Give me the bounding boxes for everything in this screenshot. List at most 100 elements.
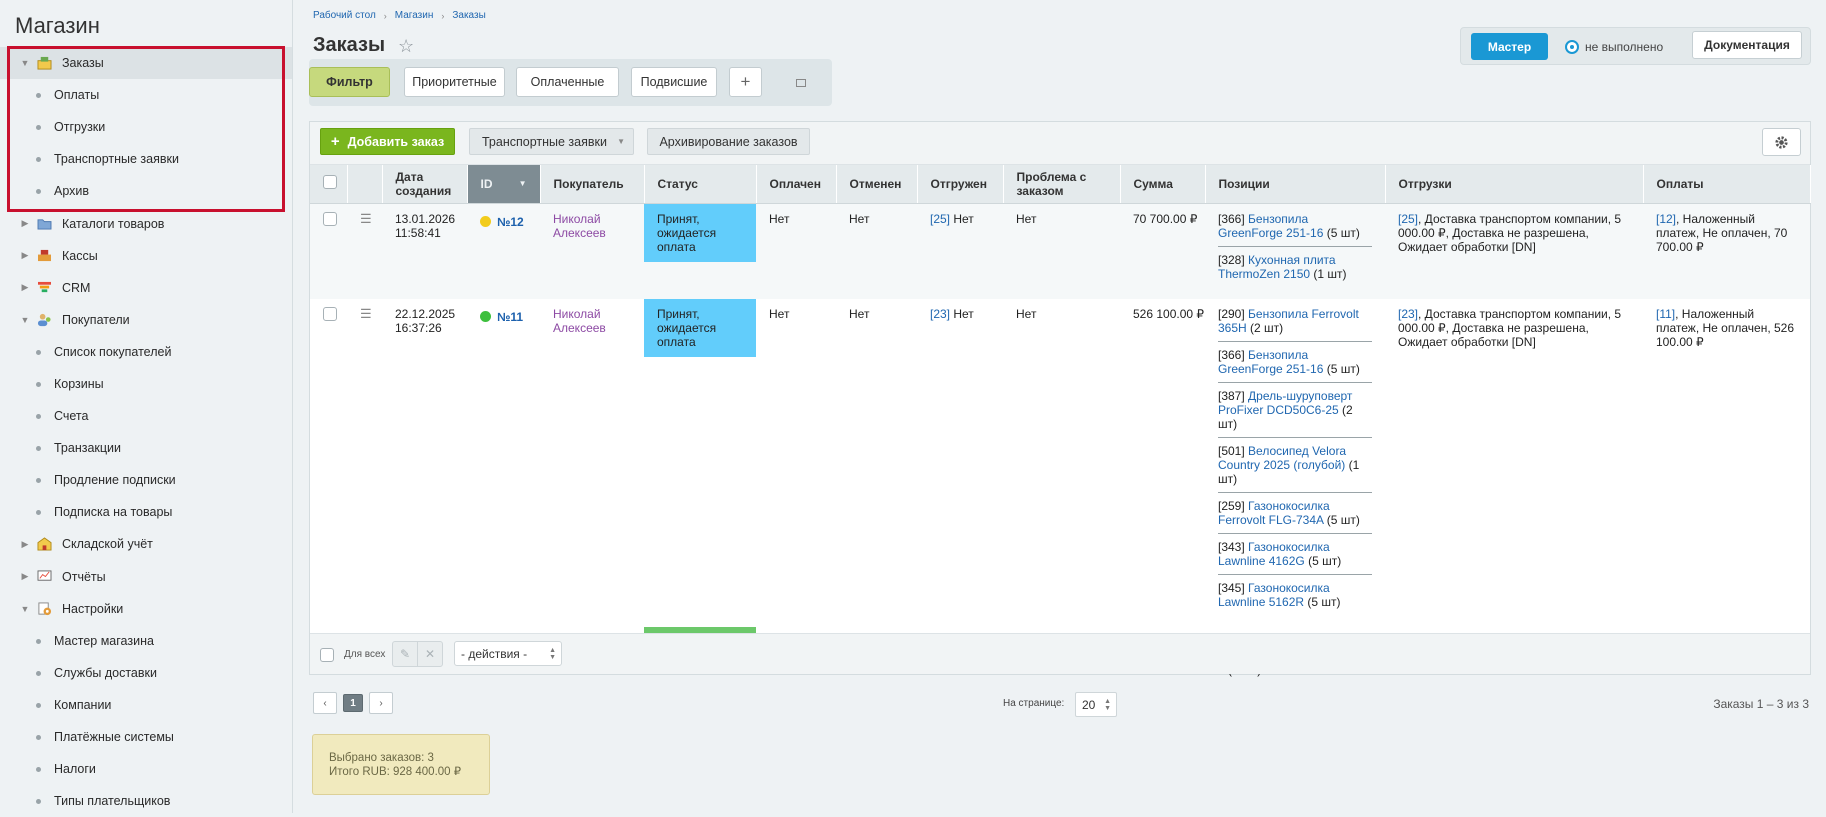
crm-icon bbox=[36, 281, 52, 295]
order-time: 11:58:41 bbox=[395, 225, 441, 240]
archive-orders-button[interactable]: Архивирование заказов bbox=[647, 128, 810, 155]
header-canceled[interactable]: Отменен bbox=[836, 165, 918, 204]
expanded-arrow-icon[interactable]: ▼ bbox=[20, 58, 30, 69]
grid-settings-gear-icon[interactable] bbox=[1762, 128, 1801, 156]
transport-requests-button[interactable]: Транспортные заявки ▼ bbox=[469, 128, 634, 155]
sidebar-item-16[interactable]: ▶ Отчёты bbox=[0, 561, 292, 593]
row-checkbox[interactable] bbox=[323, 211, 337, 226]
master-button[interactable]: Мастер bbox=[1471, 33, 1548, 60]
sidebar-item-1[interactable]: Оплаты bbox=[0, 79, 292, 111]
position-link[interactable]: Бензопила Ferrovolt 365H bbox=[1218, 306, 1359, 335]
sidebar-item-8[interactable]: ▼ Покупатели bbox=[0, 304, 292, 336]
cell-date: 22.12.2025 16:37:26 bbox=[382, 299, 467, 627]
prev-page-button[interactable]: ‹ bbox=[313, 692, 337, 714]
table-row[interactable]: ☰ 22.12.2025 16:37:26 №11 Николай Алексеев Пр… bbox=[310, 298, 1810, 627]
add-filter-button[interactable]: + bbox=[729, 67, 762, 97]
header-shipped[interactable]: Отгружен bbox=[917, 165, 1004, 204]
sidebar-item-9[interactable]: Список покупателей bbox=[0, 336, 292, 368]
sidebar-item-12[interactable]: Транзакции bbox=[0, 432, 292, 464]
sidebar-item-11[interactable]: Счета bbox=[0, 400, 292, 432]
breadcrumb-shop[interactable]: Магазин bbox=[394, 10, 434, 21]
sidebar-item-13[interactable]: Продление подписки bbox=[0, 464, 292, 496]
position-link[interactable]: Бензопила GreenForge 251-16 bbox=[1218, 347, 1324, 376]
sidebar-item-23[interactable]: Типы плательщиков bbox=[0, 785, 292, 817]
window-icon[interactable] bbox=[796, 79, 806, 87]
for-all-checkbox[interactable] bbox=[320, 648, 334, 662]
grid-toolbar: + Добавить заказ Транспортные заявки ▼ Арх… bbox=[310, 122, 1810, 165]
buyer-link[interactable]: Николай Алексеев bbox=[553, 306, 606, 335]
page-1-button[interactable]: 1 bbox=[343, 694, 363, 712]
add-order-button[interactable]: + Добавить заказ bbox=[320, 128, 455, 155]
per-page-select[interactable]: 20 ▲ ▼ bbox=[1075, 692, 1117, 717]
sidebar-item-21[interactable]: Платёжные системы bbox=[0, 721, 292, 753]
filter-button[interactable]: Фильтр bbox=[309, 67, 390, 97]
expanded-arrow-icon[interactable]: ▼ bbox=[20, 314, 30, 325]
sidebar-item-15[interactable]: ▶ Складской учёт bbox=[0, 528, 292, 560]
filter-priority[interactable]: Приоритетные bbox=[404, 67, 505, 97]
header-paid[interactable]: Оплачен bbox=[756, 165, 837, 204]
shipment-ref-link[interactable]: [25] bbox=[1398, 211, 1419, 226]
sidebar-item-4[interactable]: Архив bbox=[0, 175, 292, 207]
sidebar-item-0[interactable]: ▼ Заказы bbox=[0, 47, 292, 80]
sidebar-item-14[interactable]: Подписка на товары bbox=[0, 496, 292, 528]
expanded-arrow-icon[interactable]: ▼ bbox=[20, 603, 30, 614]
header-positions[interactable]: Позиции bbox=[1205, 165, 1386, 204]
collapsed-arrow-icon[interactable]: ▶ bbox=[21, 571, 29, 582]
position-link[interactable]: Газонокосилка Lawnline 5162R bbox=[1218, 580, 1330, 609]
header-problem[interactable]: Проблема с заказом bbox=[1003, 165, 1121, 204]
row-checkbox[interactable] bbox=[323, 306, 337, 321]
select-all-checkbox[interactable] bbox=[323, 175, 337, 190]
position-link[interactable]: Газонокосилка Ferrovolt FLG-734A bbox=[1218, 498, 1330, 527]
shipment-ref-link[interactable]: [23] bbox=[1398, 306, 1419, 321]
next-page-button[interactable]: › bbox=[369, 692, 393, 714]
header-payments[interactable]: Оплаты bbox=[1643, 165, 1811, 204]
breadcrumb-desktop[interactable]: Рабочий стол bbox=[313, 10, 376, 21]
sidebar-item-19[interactable]: Службы доставки bbox=[0, 657, 292, 689]
row-menu-icon[interactable]: ☰ bbox=[360, 210, 372, 226]
collapsed-arrow-icon[interactable]: ▶ bbox=[21, 218, 29, 229]
header-menu-cell bbox=[347, 165, 383, 204]
sidebar-item-22[interactable]: Налоги bbox=[0, 753, 292, 785]
sidebar-item-5[interactable]: ▶ Каталоги товаров bbox=[0, 207, 292, 239]
header-status[interactable]: Статус bbox=[644, 165, 757, 204]
position-link[interactable]: Дрель-шуруповерт ProFixer DCD50C6-25 bbox=[1218, 388, 1353, 417]
position-link[interactable]: Бензопила GreenForge 251-16 bbox=[1218, 211, 1324, 240]
favorite-star-icon[interactable]: ☆ bbox=[398, 36, 415, 56]
edit-pencil-icon[interactable]: ✎ bbox=[399, 647, 411, 661]
sidebar-item-18[interactable]: Мастер магазина bbox=[0, 625, 292, 657]
sidebar-item-10[interactable]: Корзины bbox=[0, 368, 292, 400]
cell-shipped: [23] Нет bbox=[917, 299, 1003, 627]
table-row[interactable]: ☰ 13.01.2026 11:58:41 №12 Николай Алексеев Пр… bbox=[310, 203, 1810, 299]
header-shipments[interactable]: Отгрузки bbox=[1385, 165, 1644, 204]
filter-stuck[interactable]: Подвисшие bbox=[631, 67, 717, 97]
sidebar-item-6[interactable]: ▶ Кассы bbox=[0, 240, 292, 272]
position-link[interactable]: Велосипед Velora Country 2025 (голубой) bbox=[1218, 443, 1347, 472]
actions-select[interactable]: - действия - ▲ ▼ bbox=[454, 641, 562, 666]
header-date[interactable]: Дата создания bbox=[382, 165, 468, 204]
row-menu-icon[interactable]: ☰ bbox=[360, 305, 372, 321]
delete-x-icon[interactable]: ✕ bbox=[417, 642, 442, 666]
header-id[interactable]: ID ▼ bbox=[467, 165, 541, 204]
order-id-link[interactable]: №11 bbox=[497, 309, 524, 324]
buyer-link[interactable]: Николай Алексеев bbox=[553, 211, 606, 240]
collapsed-arrow-icon[interactable]: ▶ bbox=[21, 282, 29, 293]
position-link[interactable]: Кухонная плита ThermoZen 2150 bbox=[1218, 252, 1336, 281]
shipped-ref-link[interactable]: [25] bbox=[930, 211, 951, 226]
shipped-ref-link[interactable]: [23] bbox=[930, 306, 951, 321]
sidebar-item-3[interactable]: Транспортные заявки bbox=[0, 143, 292, 175]
order-id-link[interactable]: №12 bbox=[497, 214, 524, 229]
filter-paid[interactable]: Оплаченные bbox=[516, 67, 619, 97]
breadcrumb-orders[interactable]: Заказы bbox=[452, 10, 486, 21]
sidebar-item-17[interactable]: ▼ Настройки bbox=[0, 593, 292, 625]
sidebar-item-7[interactable]: ▶ CRM bbox=[0, 272, 292, 304]
sidebar-item-2[interactable]: Отгрузки bbox=[0, 111, 292, 143]
collapsed-arrow-icon[interactable]: ▶ bbox=[21, 538, 29, 549]
position-link[interactable]: Газонокосилка Lawnline 4162G bbox=[1218, 539, 1330, 568]
header-sum[interactable]: Сумма bbox=[1120, 165, 1206, 204]
payment-ref-link[interactable]: [12] bbox=[1656, 211, 1677, 226]
sidebar-item-20[interactable]: Компании bbox=[0, 689, 292, 721]
payment-ref-link[interactable]: [11] bbox=[1656, 306, 1676, 321]
collapsed-arrow-icon[interactable]: ▶ bbox=[21, 250, 29, 261]
header-buyer[interactable]: Покупатель bbox=[540, 165, 645, 204]
documentation-button[interactable]: Документация bbox=[1692, 31, 1802, 59]
